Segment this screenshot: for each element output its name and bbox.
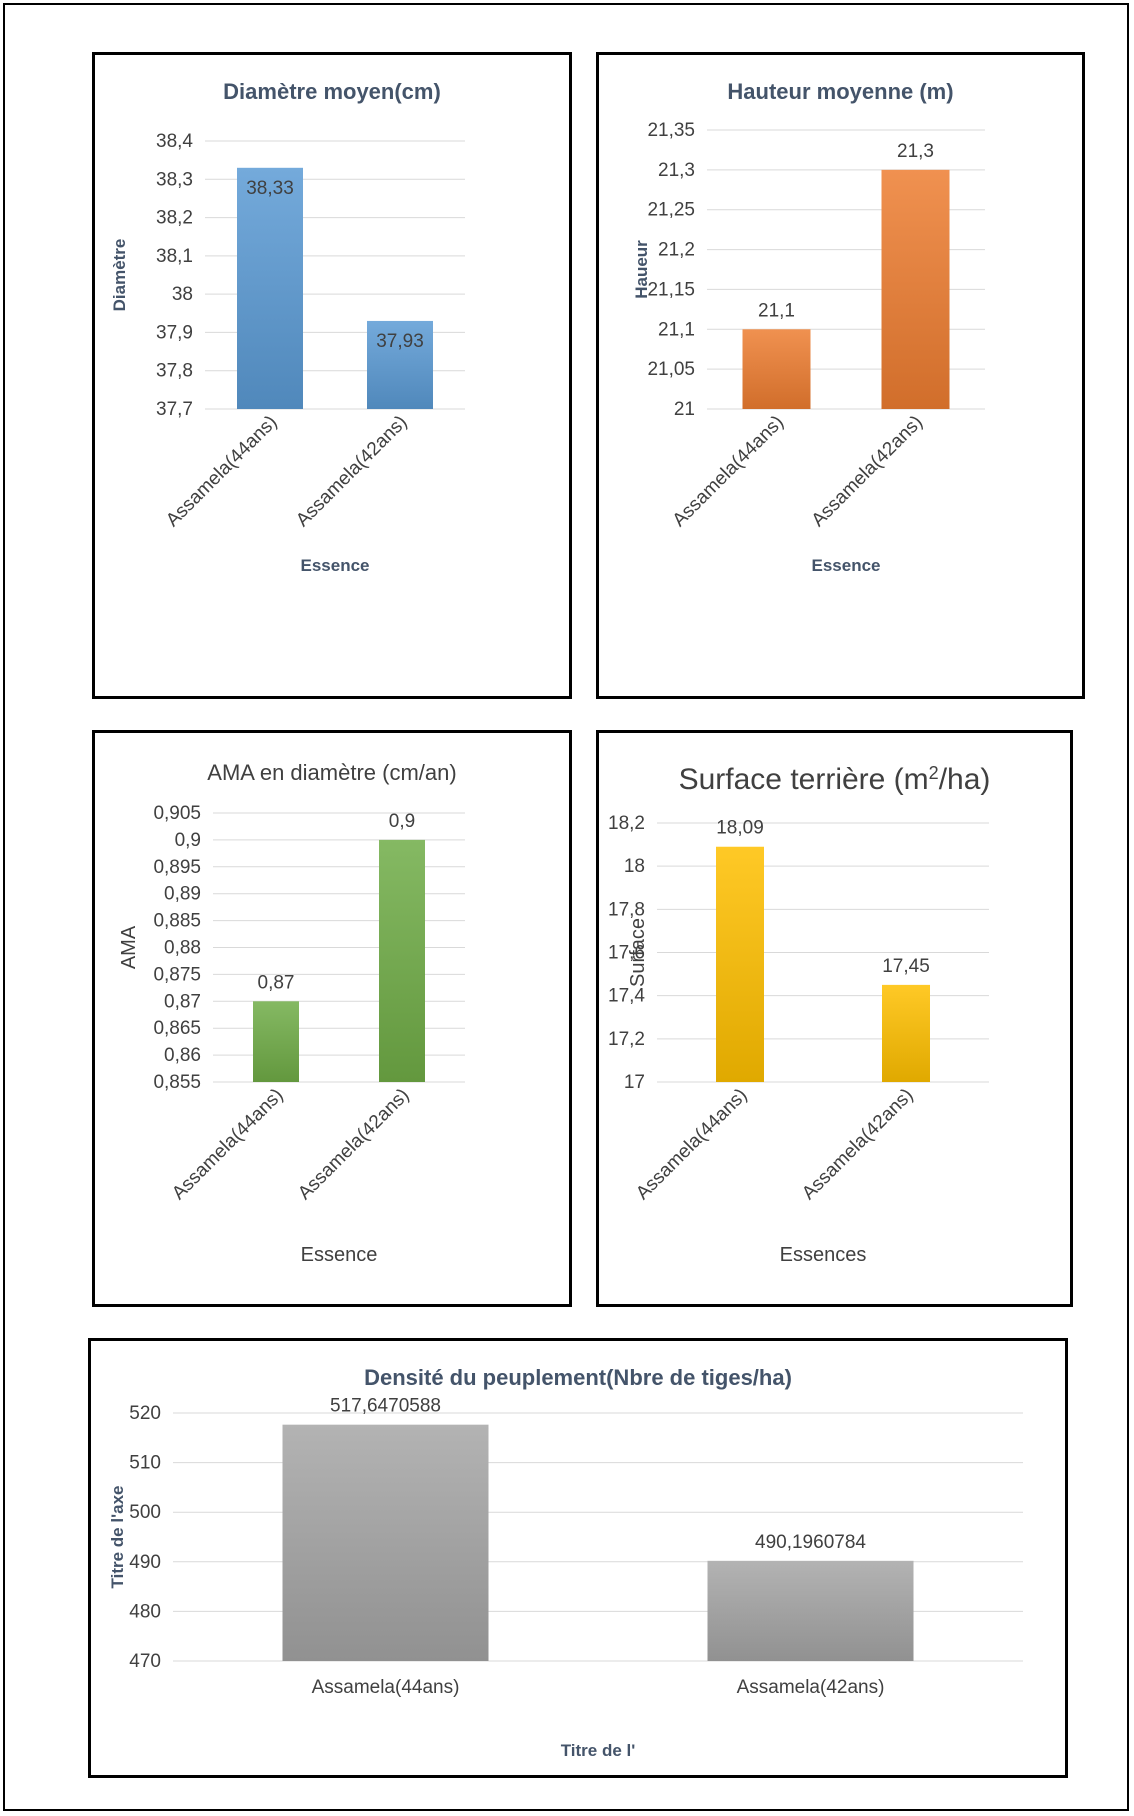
x-tick-label: Assamela(42ans) bbox=[798, 1085, 917, 1204]
y-tick-label: 37,7 bbox=[156, 399, 193, 420]
chart-svg: Surface terrière (m2/ha) 17 17,2 17,4 17,6 17… bbox=[608, 763, 991, 1266]
chart-ama-diametre: AMA en diamètre (cm/an) 0,855 0,86 0,865 0,8… bbox=[92, 730, 572, 1307]
data-label: 517,6470588 bbox=[330, 1396, 441, 1417]
y-tick-label: 0,885 bbox=[153, 911, 201, 932]
y-tick-label: 490 bbox=[129, 1552, 161, 1573]
chart-title: Densité du peuplement(Nbre de tiges/ha) bbox=[364, 1365, 792, 1390]
data-label: 21,1 bbox=[758, 300, 795, 321]
chart-title: Hauteur moyenne (m) bbox=[727, 79, 953, 104]
y-tick-label: 0,865 bbox=[153, 1018, 201, 1039]
y-tick-label: 38,3 bbox=[156, 169, 193, 190]
x-tick-label: Assamela(42ans) bbox=[808, 412, 927, 531]
y-tick-label: 0,87 bbox=[164, 991, 201, 1012]
x-axis-label: Essence bbox=[301, 1244, 378, 1266]
y-tick-label: 38,2 bbox=[156, 208, 193, 229]
y-tick-label: 480 bbox=[129, 1601, 161, 1622]
data-label: 0,9 bbox=[389, 811, 415, 832]
x-tick-label: Assamela(44ans) bbox=[168, 1085, 287, 1204]
x-tick-label: Assamela(44ans) bbox=[312, 1677, 460, 1698]
data-label: 17,45 bbox=[882, 956, 930, 977]
chart-svg: AMA en diamètre (cm/an) 0,855 0,86 0,865 0,8… bbox=[118, 760, 465, 1266]
y-tick-label: 17 bbox=[624, 1072, 645, 1093]
x-tick-label: Assamela(42ans) bbox=[292, 412, 411, 531]
chart-title: Surface terrière (m2/ha) bbox=[679, 763, 991, 796]
y-tick-label: 37,9 bbox=[156, 322, 193, 343]
y-tick-label: 18,2 bbox=[608, 813, 645, 834]
y-axis-label: Haueur bbox=[632, 240, 651, 299]
chart-svg: Hauteur moyenne (m) 21 21,05 21,1 21,15 21,2 2… bbox=[632, 79, 985, 575]
y-tick-label: 17,2 bbox=[608, 1029, 645, 1050]
x-axis-label: Titre de l' bbox=[561, 1741, 636, 1760]
y-tick-label: 38 bbox=[172, 284, 193, 305]
chart-densite-peuplement: Densité du peuplement(Nbre de tiges/ha) 4… bbox=[88, 1338, 1068, 1778]
y-tick-label: 21,25 bbox=[647, 200, 695, 221]
bar bbox=[379, 839, 425, 1082]
y-axis-label: AMA bbox=[118, 925, 140, 969]
bar bbox=[367, 320, 433, 409]
y-tick-label: 0,89 bbox=[164, 884, 201, 905]
y-axis-label: Diamètre bbox=[110, 239, 129, 312]
y-tick-label: 470 bbox=[129, 1651, 161, 1672]
y-axis-label: Surface bbox=[627, 918, 649, 987]
x-tick-label: Assamela(44ans) bbox=[669, 412, 788, 531]
y-tick-label: 38,1 bbox=[156, 246, 193, 267]
bar bbox=[282, 1424, 489, 1661]
y-tick-label: 0,855 bbox=[153, 1072, 201, 1093]
bar bbox=[742, 329, 811, 409]
y-tick-label: 500 bbox=[129, 1502, 161, 1523]
y-tick-label: 21,35 bbox=[647, 120, 695, 141]
data-label: 38,33 bbox=[246, 178, 294, 199]
data-label: 490,1960784 bbox=[755, 1532, 866, 1553]
x-tick-label: Assamela(44ans) bbox=[632, 1085, 751, 1204]
y-tick-label: 0,86 bbox=[164, 1045, 201, 1066]
data-label: 21,3 bbox=[897, 141, 934, 162]
y-tick-label: 0,88 bbox=[164, 938, 201, 959]
bar bbox=[882, 984, 930, 1082]
y-tick-label: 17,8 bbox=[608, 899, 645, 920]
x-tick-label: Assamela(42ans) bbox=[294, 1085, 413, 1204]
y-axis-label: Titre de l'axe bbox=[108, 1486, 127, 1589]
bar bbox=[253, 1001, 299, 1082]
chart-hauteur-moyenne: Hauteur moyenne (m) 21 21,05 21,1 21,15 21,2 2… bbox=[596, 52, 1085, 699]
x-axis-label: Essence bbox=[812, 556, 881, 575]
y-tick-label: 0,895 bbox=[153, 857, 201, 878]
chart-svg: Densité du peuplement(Nbre de tiges/ha) 4… bbox=[108, 1365, 1023, 1760]
y-tick-label: 21 bbox=[674, 399, 695, 420]
page-frame bbox=[3, 3, 1129, 1811]
chart-svg: Diamètre moyen(cm) 37,7 37,8 37,9 38 38,1 38,2… bbox=[110, 79, 465, 575]
y-tick-label: 0,875 bbox=[153, 964, 201, 985]
y-tick-label: 21,2 bbox=[658, 240, 695, 261]
y-tick-label: 21,1 bbox=[658, 319, 695, 340]
y-tick-label: 37,8 bbox=[156, 361, 193, 382]
y-tick-label: 21,15 bbox=[647, 279, 695, 300]
bar bbox=[881, 169, 950, 409]
y-tick-label: 21,05 bbox=[647, 359, 695, 380]
y-tick-label: 38,4 bbox=[156, 131, 193, 152]
bar bbox=[237, 167, 303, 409]
y-tick-label: 0,905 bbox=[153, 803, 201, 824]
x-tick-label: Assamela(42ans) bbox=[737, 1677, 885, 1698]
bar bbox=[716, 846, 764, 1082]
y-tick-label: 510 bbox=[129, 1453, 161, 1474]
data-label: 37,93 bbox=[376, 331, 424, 352]
y-tick-label: 17,4 bbox=[608, 986, 645, 1007]
y-tick-label: 18 bbox=[624, 856, 645, 877]
x-tick-label: Assamela(44ans) bbox=[162, 412, 281, 531]
data-label: 0,87 bbox=[258, 972, 295, 993]
y-tick-label: 21,3 bbox=[658, 160, 695, 181]
chart-title: Diamètre moyen(cm) bbox=[223, 79, 441, 104]
data-label: 18,09 bbox=[716, 818, 764, 839]
bar bbox=[707, 1560, 914, 1661]
y-tick-label: 0,9 bbox=[175, 830, 201, 851]
x-axis-label: Essence bbox=[301, 556, 370, 575]
y-tick-label: 17,6 bbox=[608, 943, 645, 964]
y-tick-label: 520 bbox=[129, 1403, 161, 1424]
chart-surface-terriere: Surface terrière (m2/ha) 17 17,2 17,4 17,6 17… bbox=[596, 730, 1073, 1307]
chart-diametre-moyen: Diamètre moyen(cm) 37,7 37,8 37,9 38 38,1 38,2… bbox=[92, 52, 572, 699]
x-axis-label: Essences bbox=[780, 1244, 867, 1266]
chart-title: AMA en diamètre (cm/an) bbox=[207, 760, 456, 785]
